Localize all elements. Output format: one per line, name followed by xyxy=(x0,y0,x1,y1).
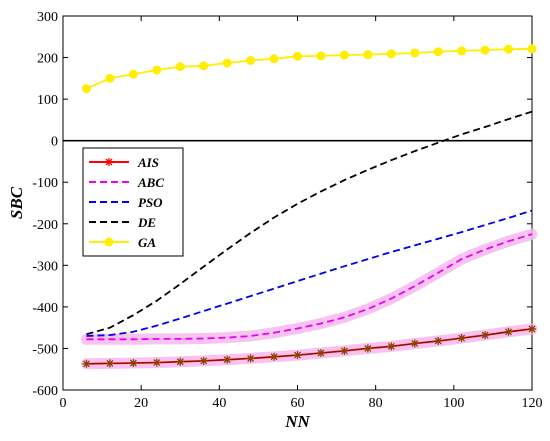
x-tick-label: 120 xyxy=(522,396,543,411)
y-tick-label: 200 xyxy=(37,52,58,67)
data-point xyxy=(175,62,185,72)
y-tick-label: -600 xyxy=(32,384,58,399)
data-point xyxy=(199,356,208,365)
series-line xyxy=(86,110,533,336)
legend-marker xyxy=(105,158,113,166)
legend-label: AIS xyxy=(137,155,159,170)
x-tick-label: 40 xyxy=(212,396,226,411)
y-tick-label: -500 xyxy=(32,342,58,357)
data-point xyxy=(316,349,325,358)
legend-item-ga: GA xyxy=(89,235,156,250)
data-point xyxy=(339,50,349,60)
legend-label: DE xyxy=(137,215,156,230)
data-point xyxy=(199,61,209,71)
legend: AIS ABC PSO DE GA xyxy=(82,147,184,257)
legend-label: PSO xyxy=(138,195,163,210)
series-group xyxy=(81,44,538,370)
data-point xyxy=(82,359,91,368)
series-de xyxy=(86,110,533,336)
data-point xyxy=(246,55,256,65)
data-point xyxy=(293,351,302,360)
data-point xyxy=(387,342,396,351)
legend-label: ABC xyxy=(137,175,164,190)
data-point xyxy=(105,359,114,368)
legend-item-pso: PSO xyxy=(89,195,163,210)
legend-item-de: DE xyxy=(89,215,156,230)
data-point xyxy=(433,47,443,57)
data-point xyxy=(152,65,162,75)
series-pso xyxy=(86,209,533,337)
data-point xyxy=(434,336,443,345)
data-point xyxy=(223,355,232,364)
legend-item-abc: ABC xyxy=(89,175,164,190)
data-point xyxy=(528,324,536,333)
data-point xyxy=(176,357,185,366)
x-tick-label: 60 xyxy=(291,396,305,411)
data-point xyxy=(152,358,161,367)
y-tick-label: 100 xyxy=(37,93,58,108)
x-tick-label: 100 xyxy=(443,396,464,411)
data-point xyxy=(269,54,279,64)
data-point xyxy=(363,50,373,60)
legend-label: GA xyxy=(138,235,156,250)
series-line xyxy=(86,209,533,337)
series-ais xyxy=(81,323,538,370)
data-point xyxy=(457,334,466,343)
data-point xyxy=(129,358,138,367)
data-point xyxy=(105,73,115,83)
data-point xyxy=(293,51,302,61)
data-point xyxy=(504,327,513,336)
y-tick-label: 300 xyxy=(37,10,58,25)
legend-box xyxy=(82,147,184,257)
y-tick-label: -200 xyxy=(32,218,58,233)
data-point xyxy=(316,51,326,61)
data-point xyxy=(246,354,255,363)
legend-marker xyxy=(104,237,114,247)
series-ga xyxy=(81,44,537,94)
data-point xyxy=(527,44,537,54)
x-tick-label: 20 xyxy=(134,396,148,411)
data-point xyxy=(480,45,490,55)
data-point xyxy=(386,49,396,59)
data-point xyxy=(340,346,349,355)
data-point xyxy=(222,58,232,68)
data-point xyxy=(457,46,467,56)
data-point xyxy=(363,344,372,353)
series-line xyxy=(86,233,533,341)
y-axis-title: SBC xyxy=(7,186,26,219)
data-point xyxy=(410,48,420,58)
data-point xyxy=(410,339,419,348)
legend-item-ais: AIS xyxy=(89,155,159,170)
x-axis-title: NN xyxy=(284,412,310,431)
data-point xyxy=(81,84,91,94)
data-point xyxy=(481,331,490,340)
data-point xyxy=(270,352,279,361)
axis-ticks: 0 20 40 60 80 100 120 -600 -500 -400 -300 -200 -100 0… xyxy=(32,10,542,411)
x-tick-label: 0 xyxy=(60,396,67,411)
y-tick-label: -300 xyxy=(32,259,58,274)
series-abc xyxy=(81,228,538,345)
y-tick-label: -400 xyxy=(32,301,58,316)
y-tick-label: -100 xyxy=(32,176,58,191)
x-tick-label: 80 xyxy=(369,396,383,411)
data-point xyxy=(504,44,514,54)
data-point xyxy=(128,69,138,79)
y-tick-label: 0 xyxy=(51,135,58,150)
